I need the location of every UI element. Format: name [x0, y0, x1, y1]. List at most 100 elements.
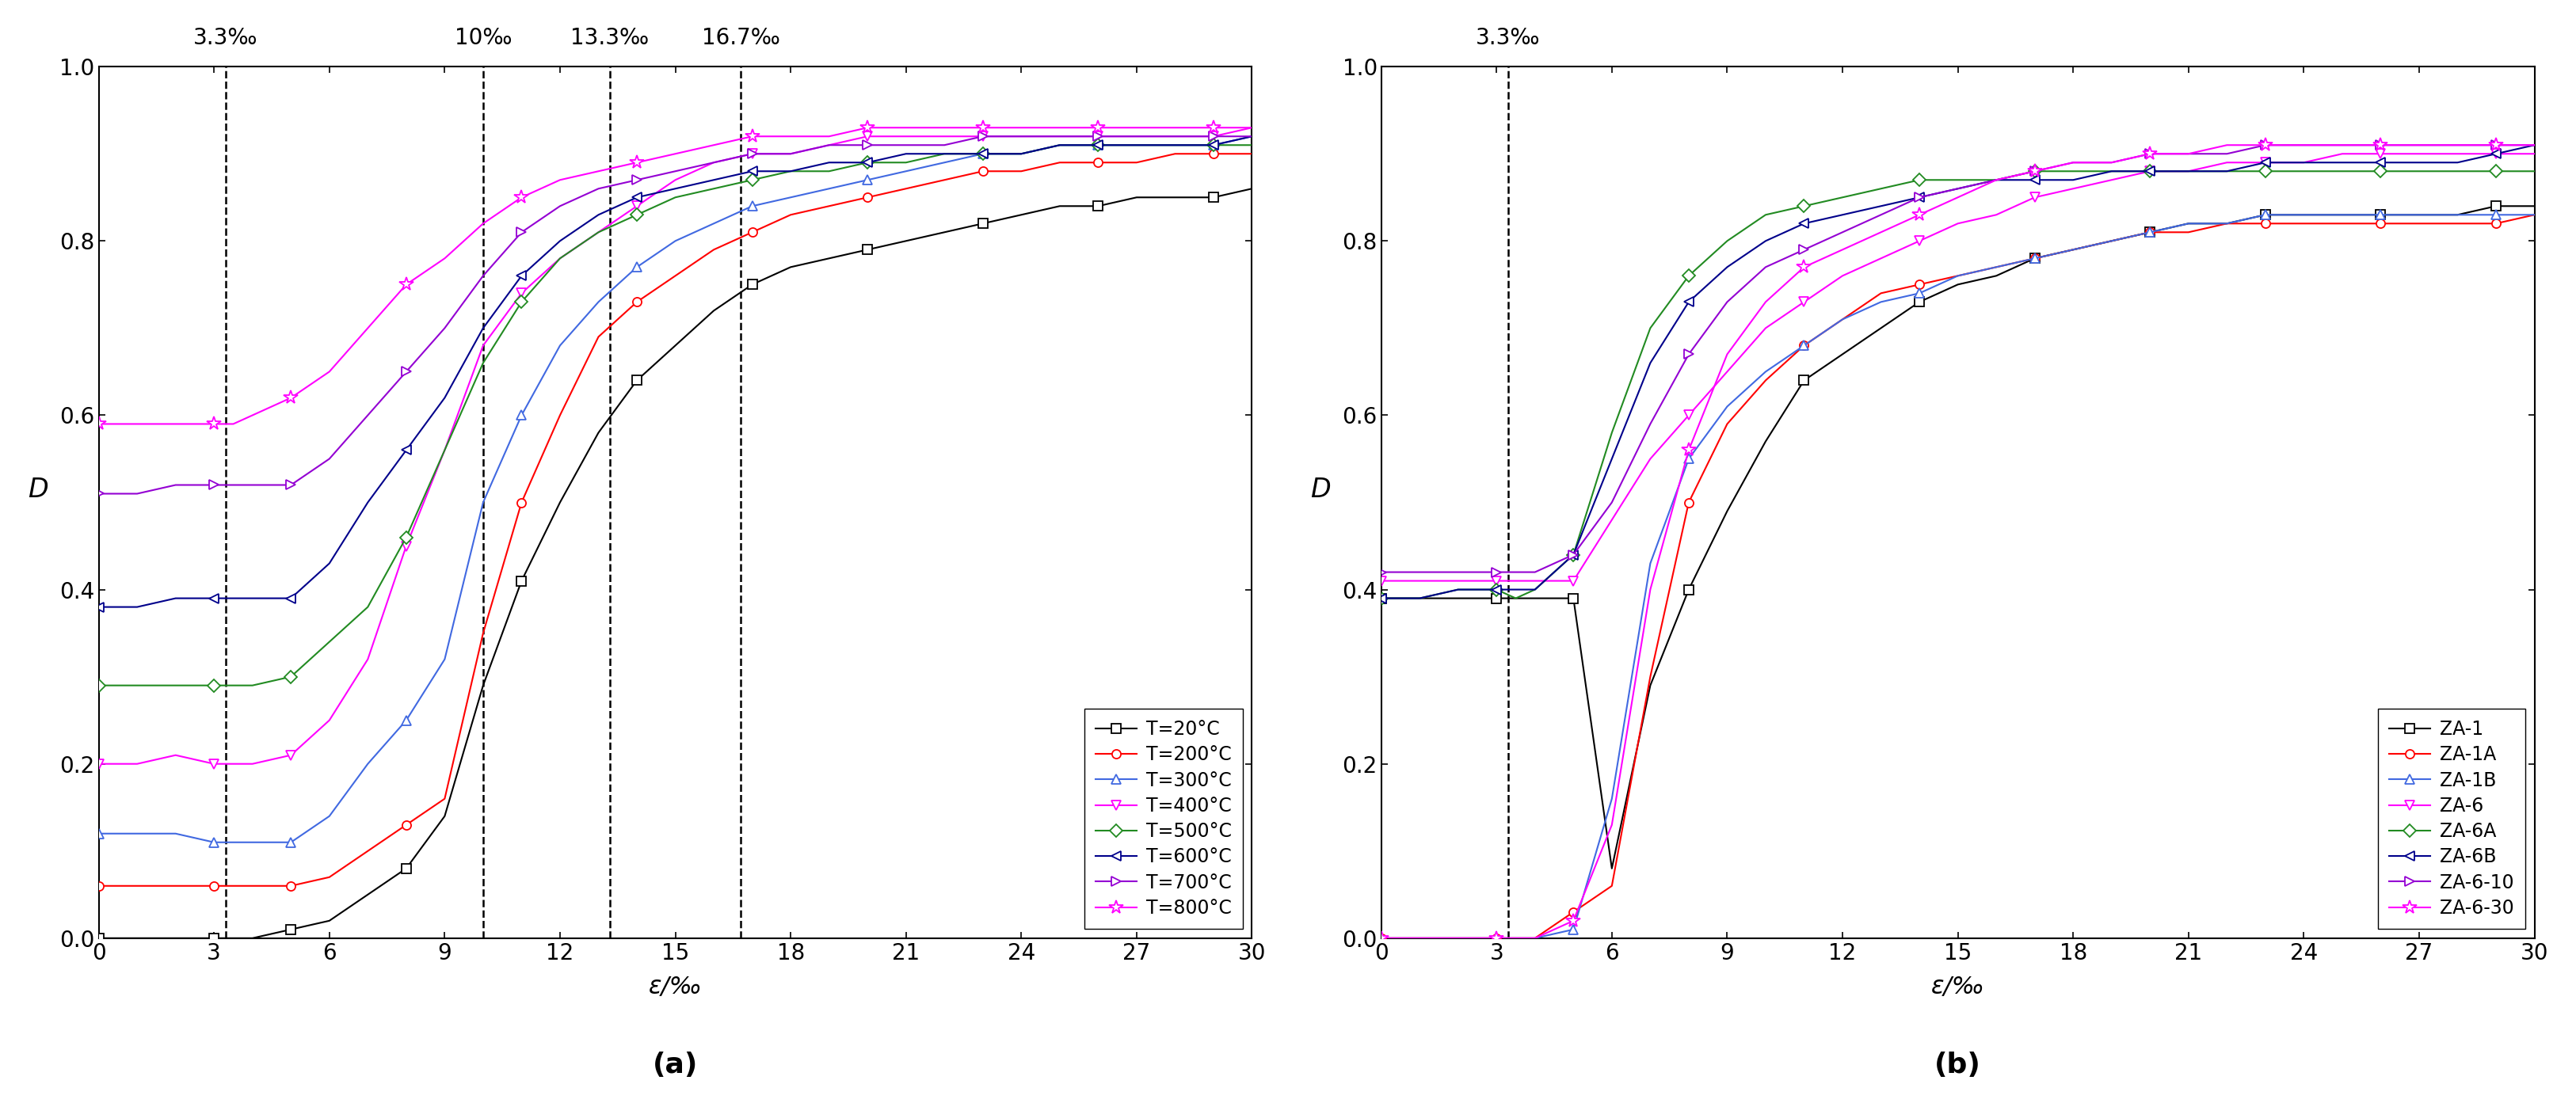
- T=800°C: [430, 251, 461, 265]
- ZA-6B: [2519, 139, 2550, 152]
- Line: T=800°C: T=800°C: [93, 120, 1260, 431]
- T=800°C: [1159, 121, 1190, 135]
- T=500°C: [353, 600, 384, 613]
- T=200°C: [969, 164, 999, 178]
- ZA-6-30: [2287, 139, 2318, 152]
- T=800°C: [969, 121, 999, 135]
- ZA-6: [2287, 156, 2318, 169]
- ZA-6-10: [1558, 548, 1589, 561]
- T=700°C: [121, 488, 152, 501]
- T=700°C: [698, 156, 729, 169]
- T=400°C: [1159, 130, 1190, 143]
- T=20°C: [276, 923, 307, 936]
- T=20°C: [469, 678, 500, 692]
- ZA-6: [2174, 164, 2205, 178]
- ZA-6-10: [1499, 566, 1530, 579]
- T=700°C: [853, 139, 884, 152]
- T=300°C: [1043, 139, 1074, 152]
- T=600°C: [1082, 139, 1113, 152]
- ZA-1A: [1597, 879, 1628, 892]
- T=800°C: [853, 121, 884, 135]
- T=300°C: [544, 339, 574, 352]
- ZA-6A: [2249, 164, 2280, 178]
- Line: T=600°C: T=600°C: [93, 131, 1257, 612]
- ZA-6-10: [1826, 226, 1857, 239]
- ZA-6A: [1674, 269, 1705, 282]
- T=400°C: [276, 749, 307, 762]
- T=600°C: [469, 321, 500, 334]
- ZA-6A: [1788, 200, 1819, 213]
- ZA-6: [1710, 365, 1741, 378]
- T=500°C: [82, 678, 113, 692]
- T=200°C: [198, 879, 229, 892]
- T=300°C: [219, 836, 250, 849]
- ZA-1B: [2249, 208, 2280, 222]
- T=600°C: [219, 591, 250, 604]
- T=20°C: [392, 861, 422, 875]
- ZA-1B: [2058, 243, 2089, 256]
- T=300°C: [775, 191, 806, 204]
- ZA-1A: [1826, 313, 1857, 326]
- ZA-1: [2287, 208, 2318, 222]
- ZA-1B: [1826, 313, 1857, 326]
- ZA-1: [2174, 217, 2205, 231]
- T=400°C: [814, 139, 845, 152]
- ZA-1: [1788, 374, 1819, 387]
- ZA-6-30: [1558, 914, 1589, 928]
- Line: T=400°C: T=400°C: [93, 122, 1257, 769]
- T=200°C: [82, 879, 113, 892]
- ZA-6A: [1404, 591, 1435, 604]
- T=200°C: [659, 269, 690, 282]
- ZA-6-30: [2136, 147, 2166, 160]
- ZA-1A: [1481, 932, 1512, 945]
- ZA-6B: [2174, 164, 2205, 178]
- ZA-6B: [1981, 173, 2012, 186]
- T=800°C: [82, 417, 113, 430]
- ZA-6A: [1636, 321, 1667, 334]
- ZA-6A: [1499, 591, 1530, 604]
- T=300°C: [469, 495, 500, 508]
- ZA-6-30: [1710, 347, 1741, 361]
- ZA-1B: [1499, 932, 1530, 945]
- T=20°C: [891, 234, 922, 247]
- T=700°C: [737, 147, 768, 160]
- ZA-6: [1443, 575, 1473, 588]
- ZA-6-10: [1636, 417, 1667, 430]
- T=800°C: [353, 321, 384, 334]
- T=700°C: [930, 139, 961, 152]
- ZA-1A: [2097, 234, 2128, 247]
- ZA-1: [1520, 591, 1551, 604]
- T=200°C: [698, 243, 729, 256]
- T=500°C: [1236, 139, 1267, 152]
- ZA-6A: [2058, 164, 2089, 178]
- ZA-1A: [2326, 217, 2357, 231]
- T=400°C: [198, 758, 229, 771]
- T=400°C: [392, 539, 422, 553]
- T=600°C: [737, 164, 768, 178]
- ZA-6-30: [1826, 243, 1857, 256]
- T=500°C: [1159, 139, 1190, 152]
- ZA-6-30: [1597, 818, 1628, 832]
- ZA-1: [2365, 208, 2396, 222]
- T=20°C: [1121, 191, 1151, 204]
- ZA-1A: [1904, 278, 1935, 291]
- ZA-6A: [2174, 164, 2205, 178]
- Line: T=500°C: T=500°C: [95, 141, 1257, 689]
- T=300°C: [1236, 130, 1267, 143]
- T=700°C: [392, 365, 422, 378]
- T=600°C: [814, 156, 845, 169]
- T=700°C: [1005, 130, 1036, 143]
- ZA-1B: [1481, 932, 1512, 945]
- T=600°C: [505, 269, 536, 282]
- ZA-6A: [2365, 164, 2396, 178]
- ZA-6-10: [2210, 147, 2241, 160]
- T=800°C: [582, 164, 613, 178]
- T=700°C: [469, 269, 500, 282]
- ZA-6A: [2210, 164, 2241, 178]
- T=20°C: [1159, 191, 1190, 204]
- ZA-1B: [2136, 226, 2166, 239]
- T=300°C: [853, 173, 884, 186]
- Text: 13.3‰: 13.3‰: [572, 28, 649, 50]
- Line: ZA-6A: ZA-6A: [1376, 167, 2540, 602]
- T=400°C: [969, 130, 999, 143]
